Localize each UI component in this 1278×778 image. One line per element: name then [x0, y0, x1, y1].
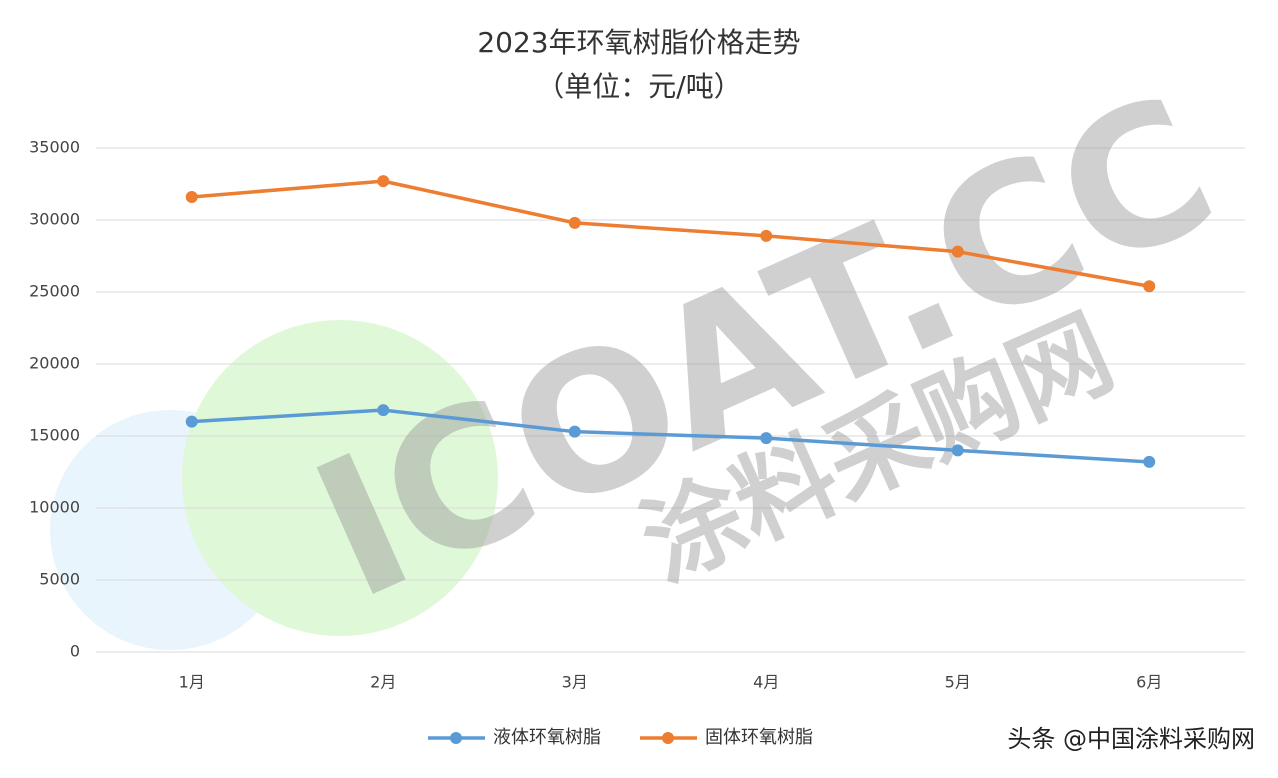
x-tick-label: 5月 [945, 673, 971, 692]
data-point [760, 229, 773, 242]
data-point [1143, 280, 1156, 293]
data-point [1143, 455, 1156, 468]
plot [185, 175, 1156, 468]
x-tick-label: 1月 [179, 673, 205, 692]
grid: 0 5000 10000 15000 20000 25000 30000 35000 1月 2月 3… [29, 138, 1245, 692]
legend: 液体环氧树脂 固体环氧树脂 [428, 727, 813, 748]
y-tick-label: 20000 [29, 354, 80, 373]
data-point [185, 415, 198, 428]
legend-marker [450, 732, 462, 744]
x-tick-label: 3月 [562, 673, 588, 692]
watermark-background [50, 320, 498, 650]
x-tick-label: 6月 [1136, 673, 1162, 692]
data-point [951, 245, 964, 258]
y-tick-label: 30000 [29, 210, 80, 229]
series-line [191, 408, 1150, 464]
credit: 头条 @中国涂料采购网 [1007, 725, 1255, 753]
y-tick-label: 5000 [39, 570, 80, 589]
chart-subtitle: （单位：元/吨） [536, 70, 741, 103]
y-tick-label: 25000 [29, 282, 80, 301]
y-tick-label: 35000 [29, 138, 80, 157]
legend-marker [662, 732, 674, 744]
legend-label: 固体环氧树脂 [705, 727, 813, 748]
chart-title: 2023年环氧树脂价格走势 [477, 26, 800, 59]
data-point [377, 175, 390, 188]
data-point [568, 425, 581, 438]
data-point [760, 432, 773, 445]
y-tick-label: 0 [70, 642, 80, 661]
y-tick-label: 15000 [29, 426, 80, 445]
x-tick-label: 4月 [753, 673, 779, 692]
data-point [568, 216, 581, 229]
x-tick-label: 2月 [370, 673, 396, 692]
data-point [185, 190, 198, 203]
data-point [377, 404, 390, 417]
legend-label: 液体环氧树脂 [493, 727, 601, 748]
data-point [951, 444, 964, 457]
y-tick-label: 10000 [29, 498, 80, 517]
series-line [191, 179, 1150, 288]
